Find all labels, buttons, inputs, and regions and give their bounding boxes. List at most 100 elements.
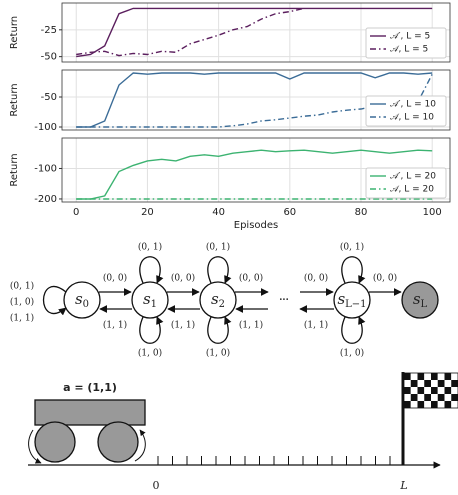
flag-cell	[444, 373, 452, 380]
y-tick-label: -100	[34, 122, 57, 133]
flag-cell	[424, 380, 431, 387]
edge-label: (1, 0)	[10, 297, 34, 308]
flag-cell	[451, 401, 458, 408]
flag-cell	[444, 380, 452, 387]
flag-cell	[451, 380, 458, 387]
legend-label: 𝒜′, L = 20	[390, 172, 436, 182]
edge-label: (1, 1)	[304, 320, 328, 331]
flag-cell	[451, 394, 458, 401]
edge-label: (0, 1)	[10, 281, 34, 292]
flag-border	[403, 372, 458, 409]
flag-cell	[431, 373, 438, 380]
state-subscript: L	[421, 299, 428, 310]
state-label: sL	[413, 290, 428, 310]
charts: -50 -25 Return 𝒜′, L = 5 𝒜, L = 5 -100 -50 Retu…	[9, 2, 451, 231]
y-tick-label: -200	[34, 194, 57, 205]
flag-cell	[437, 401, 445, 408]
flag-cell	[451, 373, 458, 380]
flag-cell	[444, 387, 452, 394]
edge-label: (1, 1)	[103, 320, 127, 331]
state-name: s	[143, 290, 151, 308]
y-axis-label: Return	[9, 153, 20, 186]
flag-cell	[404, 401, 411, 408]
x-tick-label: 60	[283, 207, 296, 218]
state-node	[333, 281, 371, 319]
state-label: s2	[211, 290, 225, 310]
edge-label: (0, 0)	[171, 273, 195, 284]
legend-label: 𝒜, L = 5	[390, 45, 428, 55]
y-tick-label: -25	[41, 25, 57, 36]
flag-cell	[424, 387, 431, 394]
goal-label: L	[399, 479, 407, 492]
legend-label: 𝒜′, L = 10	[390, 100, 436, 110]
series-line	[76, 7, 305, 57]
flag-cell	[424, 373, 431, 380]
plot-frame	[61, 137, 451, 203]
edge-label: (0, 0)	[239, 273, 263, 284]
legend-label: 𝒜, L = 20	[390, 185, 434, 195]
plot-frame	[61, 2, 451, 63]
x-tick-label: 80	[355, 207, 368, 218]
flag-cell	[417, 373, 425, 380]
flag-cell	[437, 380, 445, 387]
legend: 𝒜′, L = 20 𝒜, L = 20	[365, 167, 447, 199]
series-line	[76, 72, 433, 128]
origin-label: 0	[153, 479, 160, 492]
line-chart: -50 -25 Return 𝒜′, L = 5 𝒜, L = 5	[9, 2, 451, 63]
x-axis-label: Episodes	[234, 220, 278, 231]
x-tick-label: 100	[423, 207, 442, 218]
y-axis-label: Return	[9, 16, 20, 49]
x-tick-label: 40	[212, 207, 225, 218]
state-node	[63, 281, 101, 319]
flag-cell	[404, 380, 411, 387]
flag-cell	[437, 373, 445, 380]
state-name: s	[413, 290, 421, 308]
edge-label: (0, 0)	[304, 273, 328, 284]
flag-cell	[404, 373, 411, 380]
state-name: s	[211, 290, 219, 308]
edge-label: (0, 1)	[206, 242, 230, 253]
legend: 𝒜′, L = 5 𝒜, L = 5	[365, 27, 447, 59]
flag-cell	[410, 373, 418, 380]
state-label: s0	[75, 290, 89, 310]
flag-cell	[404, 394, 411, 401]
flag-cell	[431, 394, 438, 401]
legend-label: 𝒜′, L = 5	[390, 32, 430, 42]
ellipsis: ···	[279, 296, 288, 306]
state-node	[401, 281, 439, 319]
wheel	[34, 421, 76, 463]
plot-frame	[61, 69, 451, 131]
flag	[403, 372, 458, 409]
state-name: s	[75, 290, 83, 308]
flag-cell	[410, 394, 418, 401]
legend-label: 𝒜, L = 10	[390, 113, 434, 123]
state-label: sL−1	[337, 290, 366, 310]
edge-label: (0, 1)	[138, 242, 162, 253]
edge-label: (1, 1)	[10, 313, 34, 324]
flag-cell	[417, 394, 425, 401]
edge-label: (0, 1)	[340, 242, 364, 253]
edge-label: (1, 0)	[340, 348, 364, 359]
state-name: s	[337, 290, 345, 308]
rotation-arrow	[134, 429, 146, 462]
flag-cell	[431, 380, 438, 387]
line-chart: -100 -50 Return 𝒜′, L = 10 𝒜, L = 10	[9, 69, 451, 133]
action-label: a = (1,1)	[63, 381, 117, 394]
state-subscript: 0	[83, 299, 89, 310]
edge-label: (1, 0)	[138, 348, 162, 359]
cart-illustration: a = (1,1) 0 L	[28, 372, 458, 492]
flag-cell	[451, 387, 458, 394]
flag-cell	[410, 387, 418, 394]
edge-label: (1, 0)	[206, 348, 230, 359]
flag-cell	[410, 380, 418, 387]
state-subscript: 1	[151, 299, 157, 310]
edge-label: (1, 1)	[171, 320, 195, 331]
series-line	[76, 149, 433, 200]
legend: 𝒜′, L = 10 𝒜, L = 10	[365, 95, 447, 127]
edge-label: (0, 0)	[103, 273, 127, 284]
flag-cell	[424, 394, 431, 401]
flag-cell	[431, 387, 438, 394]
state-subscript: L−1	[345, 299, 366, 310]
state-diagram: s0 s1 s2 sL−1 sL···(0, 1)(1, 0)(1, 1)(0, 1)(…	[10, 242, 439, 359]
